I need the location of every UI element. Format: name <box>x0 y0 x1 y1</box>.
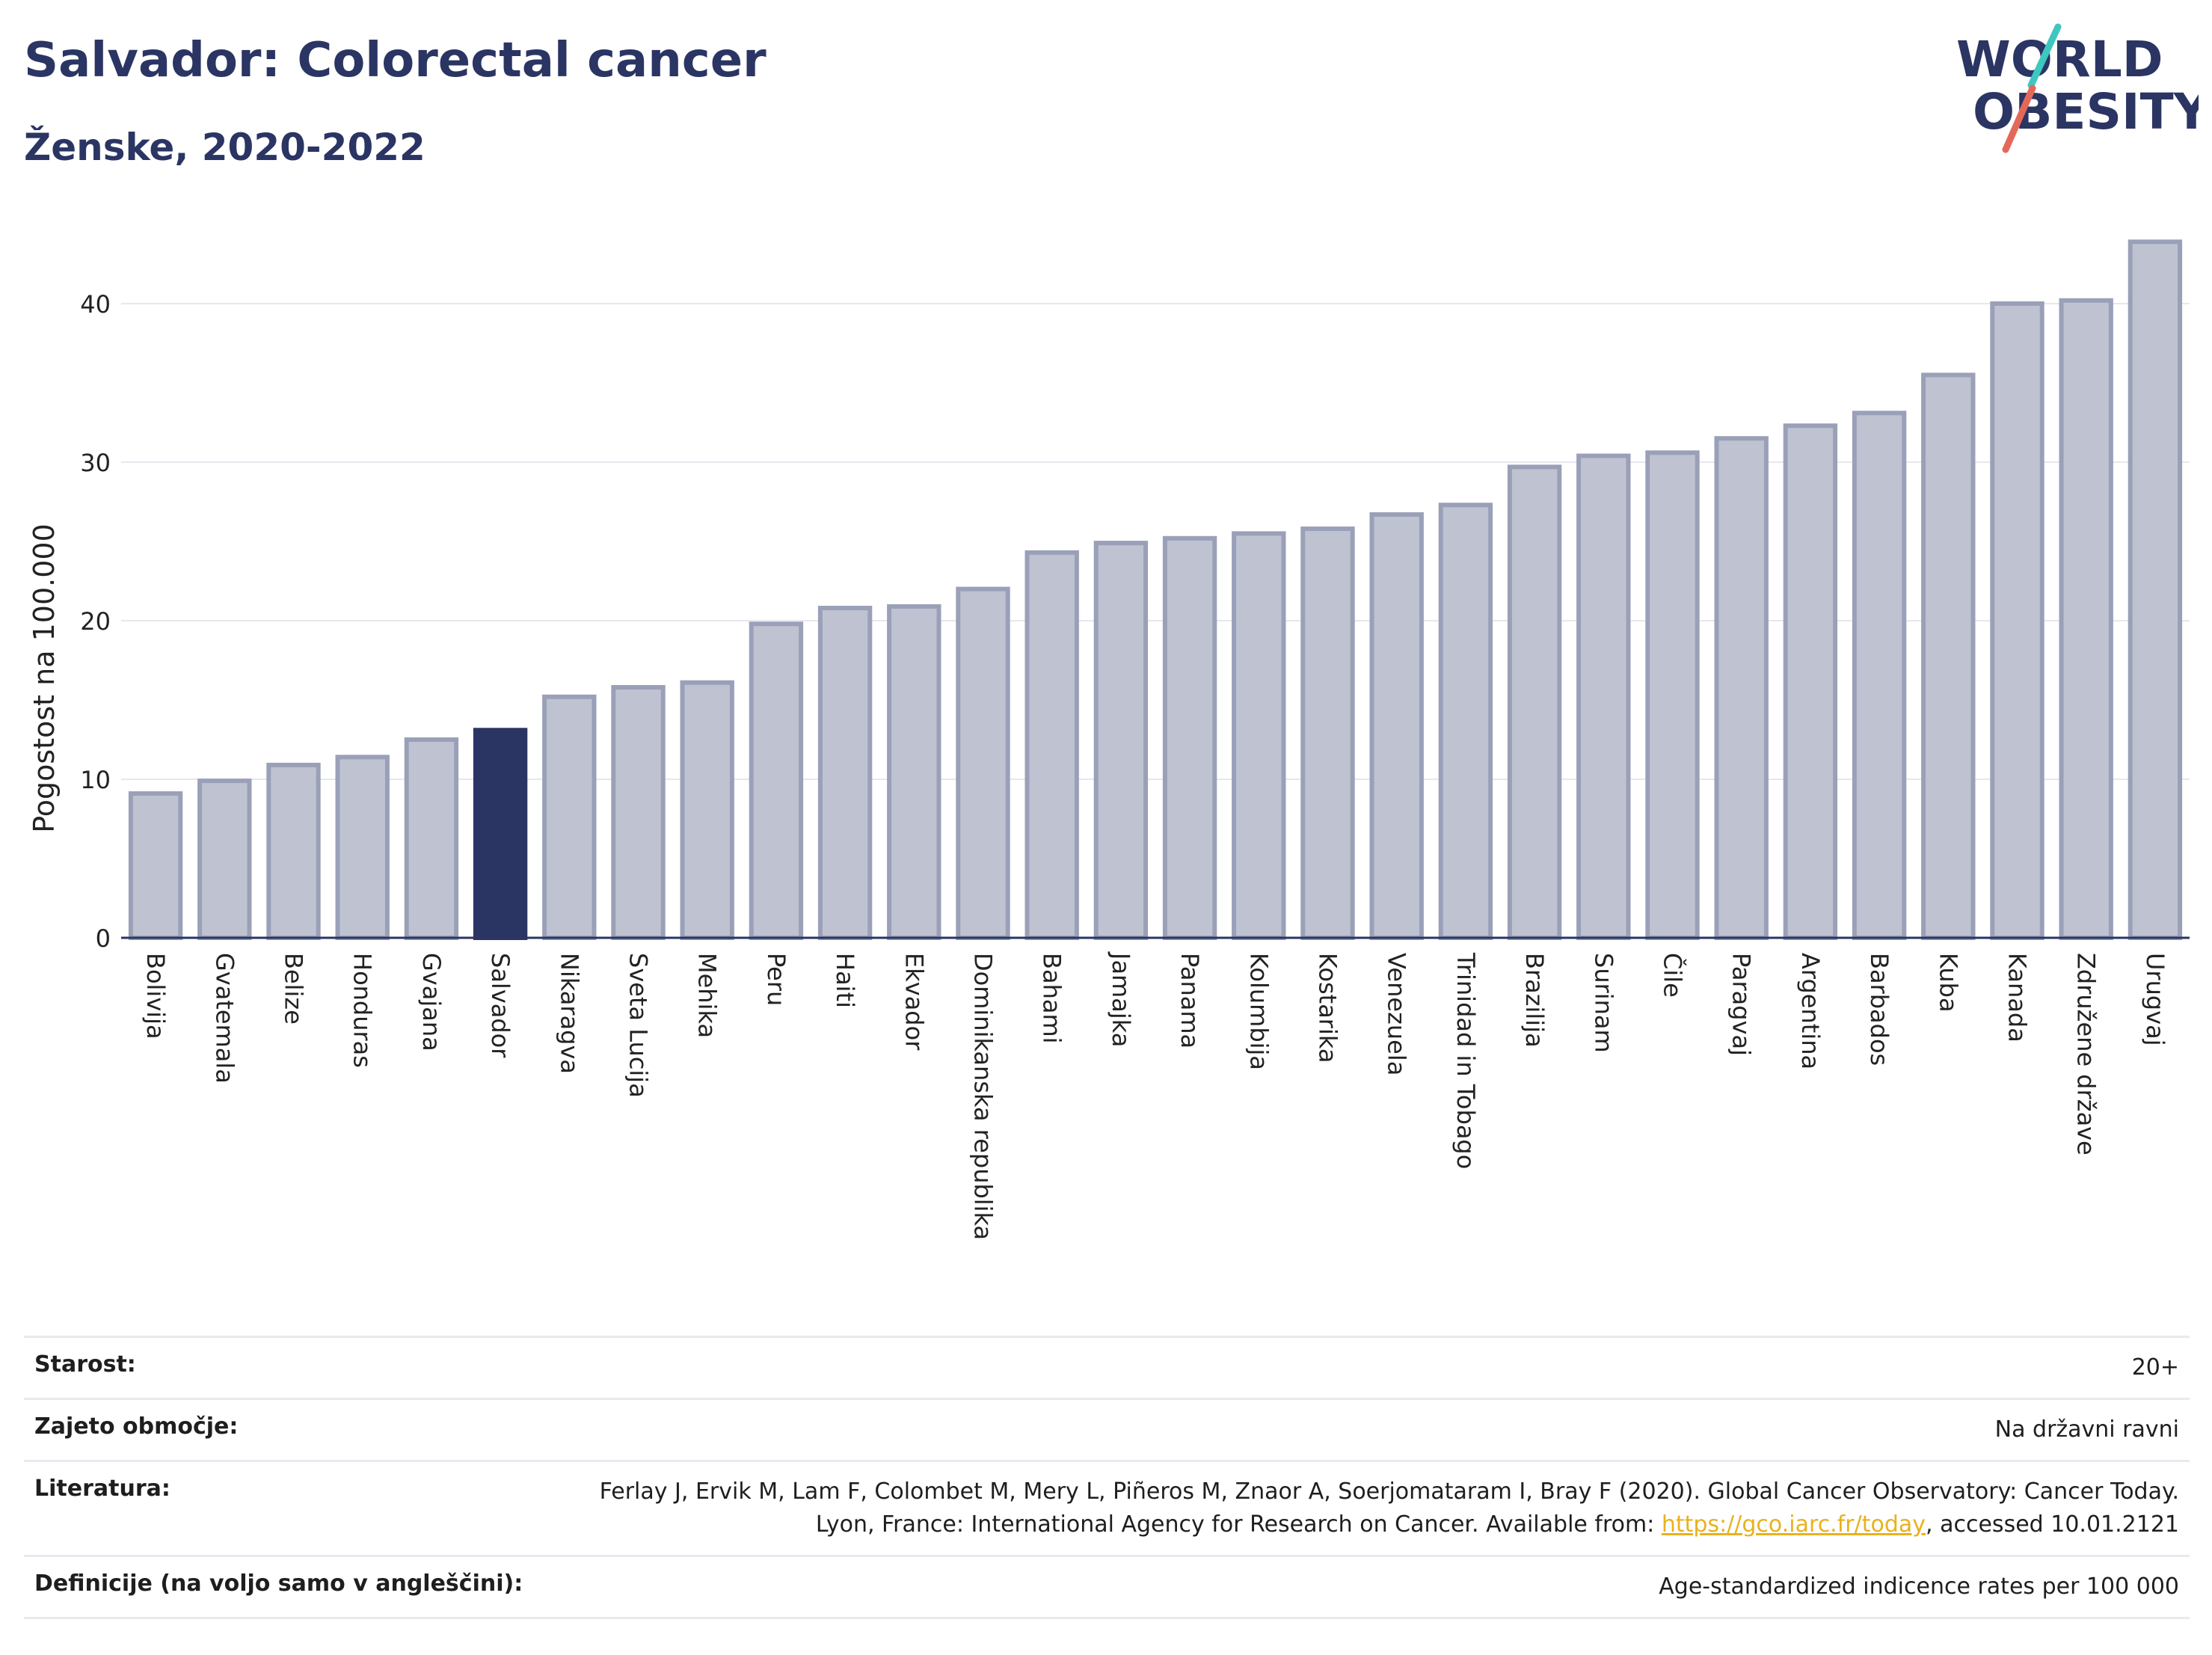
bar-ekvador <box>887 604 941 940</box>
bar-urugvaj <box>2127 239 2183 940</box>
info-row-definitions: Definicije (na voljo samo v angleščini):… <box>24 1555 2190 1619</box>
x-tick-label: Dominikanska republika <box>969 953 998 1240</box>
x-tick-label: Nikaragva <box>555 953 583 1074</box>
logo-word-world: WORLD <box>1956 31 2163 88</box>
x-tick-label: Paragvaj <box>1727 953 1756 1056</box>
chart-title: Salvador: Colorectal cancer <box>24 33 766 88</box>
info-value-references: Ferlay J, Ervik M, Lam F, Colombet M, Me… <box>568 1460 2190 1556</box>
x-tick-label: Urugvaj <box>2141 953 2169 1046</box>
x-tick-label: Surinam <box>1589 953 1617 1053</box>
bar-surinam <box>1576 453 1631 940</box>
world-obesity-logo: WORLD OBESITY <box>1956 23 2199 153</box>
bar-belize <box>266 762 321 940</box>
logo-slash-red <box>2002 85 2036 153</box>
x-tick-label: Kuba <box>1934 953 1962 1013</box>
bar-brazilija <box>1507 464 1562 940</box>
info-value-coverage: Na državni ravni <box>568 1398 2190 1461</box>
info-row-references: Literatura: Ferlay J, Ervik M, Lam F, Co… <box>24 1460 2190 1556</box>
y-tick-label: 40 <box>80 290 111 319</box>
logo-slash-teal <box>2027 23 2062 89</box>
x-tick-label: Belize <box>280 953 308 1025</box>
bar-honduras <box>335 755 390 940</box>
x-tick-label: Panama <box>1176 953 1204 1048</box>
x-tick-label: Čile <box>1659 953 1688 998</box>
info-row-coverage: Zajeto območje: Na državni ravni <box>24 1398 2190 1461</box>
y-tick-label: 30 <box>80 449 111 477</box>
bar-gvatemala <box>197 779 252 940</box>
bar-bolivija <box>128 791 183 940</box>
x-tick-label: Bahami <box>1038 953 1066 1044</box>
bar-sveta-lucija <box>611 685 666 940</box>
chart-subtitle: Ženske, 2020-2022 <box>24 126 425 169</box>
x-tick-label: Jamajka <box>1107 951 1135 1047</box>
info-row-age: Starost: 20+ <box>24 1336 2190 1399</box>
x-tick-label: Peru <box>762 953 790 1006</box>
info-table: Starost: 20+ Zajeto območje: Na državni … <box>24 1336 2190 1619</box>
x-tick-label: Honduras <box>348 953 377 1068</box>
y-tick-label: 10 <box>80 766 111 794</box>
x-tick-label: Kanada <box>2003 953 2032 1043</box>
x-tick-label: Sveta Lucija <box>624 953 653 1098</box>
bar-argentina <box>1783 423 1838 940</box>
bar-bahami <box>1024 550 1079 940</box>
bar-salvador <box>473 728 528 941</box>
x-tick-label: Bolivija <box>141 953 170 1040</box>
bar-jamajka <box>1093 541 1149 940</box>
info-value-age: 20+ <box>568 1336 2190 1399</box>
bar-haiti <box>817 606 873 940</box>
y-tick-label: 20 <box>80 607 111 636</box>
x-tick-label: Kolumbija <box>1244 953 1273 1070</box>
bar-nikaragva <box>542 694 597 940</box>
bar-venezuela <box>1369 512 1424 940</box>
x-tick-label: Gvatemala <box>210 953 239 1084</box>
x-tick-label: Kostarika <box>1314 953 1342 1063</box>
info-key-references: Literatura: <box>24 1460 568 1556</box>
bar-dominikanska-republika <box>956 586 1010 940</box>
x-tick-label: Barbados <box>1865 953 1893 1066</box>
y-axis-label: Pogostost na 100.000 <box>28 523 61 833</box>
y-tick-label: 0 <box>96 924 111 953</box>
x-tick-label: Ekvador <box>900 953 928 1051</box>
x-tick-label: Salvador <box>486 953 514 1058</box>
bar-trinidad-in-tobago <box>1438 503 1493 940</box>
bar-kuba <box>1921 372 1976 940</box>
bar-združene-države <box>2059 298 2113 940</box>
bar-kolumbija <box>1232 531 1286 940</box>
info-key-definitions: Definicije (na voljo samo v angleščini): <box>24 1555 568 1619</box>
info-value-definitions: Age-standardized indicence rates per 100… <box>568 1555 2190 1619</box>
reference-link[interactable]: https://gco.iarc.fr/today <box>1661 1511 1926 1538</box>
y-axis-ticks: 0 10 20 30 40 <box>80 290 111 953</box>
info-key-age: Starost: <box>24 1336 568 1399</box>
bar-barbados <box>1852 411 1907 940</box>
reference-accessed: , accessed 10.01.2121 <box>1926 1511 2179 1538</box>
x-tick-label: Brazilija <box>1520 953 1549 1048</box>
x-tick-label: Trinidad in Tobago <box>1451 952 1480 1169</box>
bar-panama <box>1162 535 1217 940</box>
bar-paragvaj <box>1714 436 1769 940</box>
x-axis-labels: Bolivija Gvatemala Belize Honduras Gvajana Sa… <box>141 951 2169 1240</box>
bar-kanada <box>1990 301 2044 940</box>
x-tick-label: Mehika <box>693 953 722 1038</box>
bar-gvajana <box>404 737 459 940</box>
bars <box>128 239 2183 941</box>
bar-čile <box>1645 450 1700 940</box>
x-tick-label: Venezuela <box>1383 953 1411 1075</box>
reference-text: Ferlay J, Ervik M, Lam F, Colombet M, Me… <box>599 1479 2179 1538</box>
x-tick-label: Haiti <box>831 953 859 1008</box>
bar-peru <box>749 621 804 940</box>
bar-chart: 0 10 20 30 40 Bolivija Gvatemala Belize Hondura… <box>28 239 2190 1240</box>
bar-mehika <box>680 680 734 940</box>
info-key-coverage: Zajeto območje: <box>24 1398 568 1461</box>
x-tick-label: Argentina <box>1796 953 1825 1069</box>
bar-kostarika <box>1300 526 1355 940</box>
x-tick-label: Gvajana <box>417 953 446 1051</box>
x-tick-label: Združene države <box>2072 953 2101 1155</box>
gridlines <box>121 303 2190 780</box>
